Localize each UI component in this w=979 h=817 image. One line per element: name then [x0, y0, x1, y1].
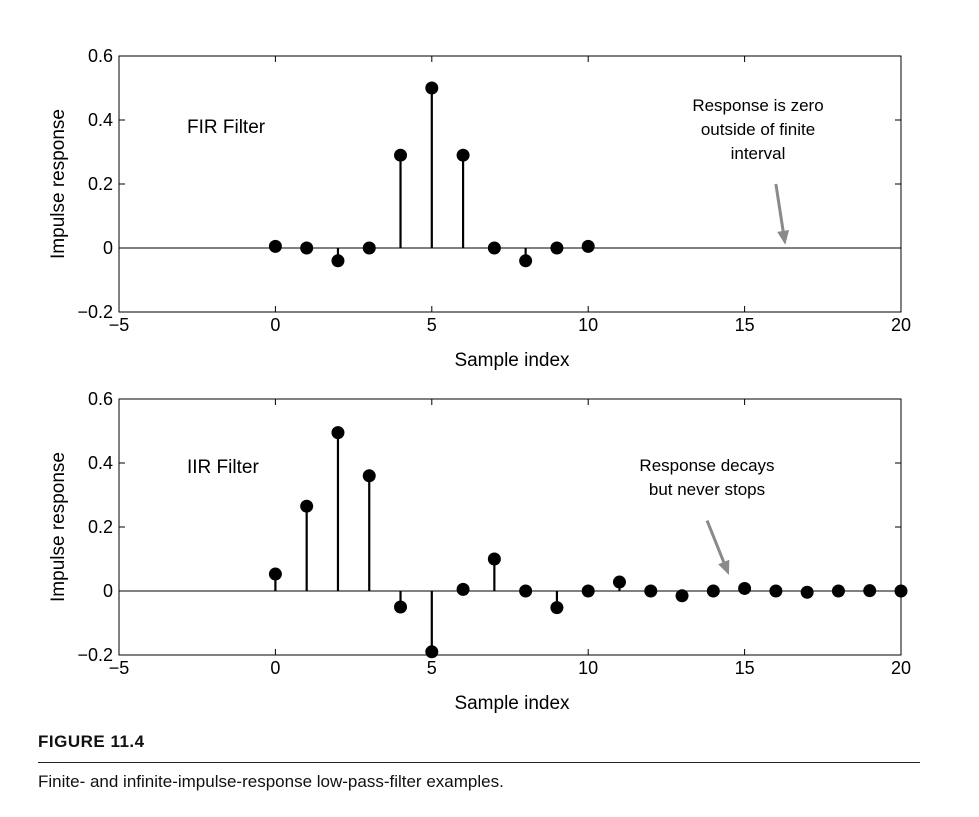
panel1-x-tick-label: 0	[270, 315, 280, 335]
panel2-x-tick-label: 20	[891, 658, 911, 678]
panel2-stem-marker	[362, 469, 376, 483]
panel2-stem-marker	[894, 584, 908, 598]
panel1-x-tick-label: 15	[735, 315, 755, 335]
panel2-x-tick-label: −5	[109, 658, 130, 678]
panel2-stem-marker	[550, 601, 564, 615]
panel1-stem-marker	[456, 148, 470, 162]
panel2-stem-marker	[675, 589, 689, 603]
panel2-x-tick-label: 10	[578, 658, 598, 678]
panel1-x-tick-label: 10	[578, 315, 598, 335]
panel2-stem-marker	[800, 585, 814, 599]
panel2-stem-marker	[644, 584, 658, 598]
panel2-stem-marker	[456, 582, 470, 596]
panel2-y-tick-label: 0.6	[88, 389, 113, 409]
panel1-x-tick-label: 5	[427, 315, 437, 335]
panel2-stem-marker	[863, 584, 877, 598]
panel2-y-axis-label: Impulse response	[48, 452, 69, 602]
panel1-annotation-line: Response is zero	[692, 96, 823, 115]
panel2-stem-marker	[769, 584, 783, 598]
panel1-stem-marker	[394, 148, 408, 162]
panel1-stem-marker	[300, 241, 314, 255]
panel1-y-tick-label: 0	[103, 238, 113, 258]
panel1-stem-marker	[268, 239, 282, 253]
panel1-annotation-arrow	[774, 183, 785, 232]
panel2-x-tick-label: 0	[270, 658, 280, 678]
figure-plots: −5 0 5 10 15 20 −0.2 0 0.2 0.4 0.6 Sample index Impu…	[48, 46, 911, 714]
panel1-stem-marker	[362, 241, 376, 255]
panel1-annotation-line: interval	[731, 144, 786, 163]
panel1-y-tick-label: 0.2	[88, 174, 113, 194]
panel2-annotation-arrow	[705, 520, 726, 563]
panel1-stem-marker	[581, 239, 595, 253]
panel2-stem-marker	[581, 584, 595, 598]
figure-divider	[38, 762, 920, 763]
panel1-y-tick-label: −0.2	[77, 302, 113, 322]
panel2-stem-marker	[268, 567, 282, 581]
panel2-stem-marker	[706, 584, 720, 598]
panel2-stem-marker	[425, 645, 439, 659]
panel1-annotation-arrow-head	[777, 230, 790, 245]
panel1-annotation-line: outside of finite	[701, 120, 815, 139]
panel2-stem-marker	[738, 581, 752, 595]
panel2-stem-marker	[519, 584, 533, 598]
panel1-title: FIR Filter	[187, 117, 266, 138]
panel2-title: IIR Filter	[187, 457, 259, 478]
panel2-stem-marker	[300, 499, 314, 513]
panel2-annotation-arrow-head	[718, 559, 730, 575]
figure-number: FIGURE 11.4	[38, 732, 145, 751]
panel2-stem-marker	[487, 552, 501, 566]
panel1-stem-marker	[425, 81, 439, 95]
panel1-y-tick-label: 0.6	[88, 46, 113, 66]
panel1-x-tick-label: 20	[891, 315, 911, 335]
panel2-y-tick-label: −0.2	[77, 645, 113, 665]
panel2-stem-marker	[612, 575, 626, 589]
panel2-y-tick-label: 0	[103, 581, 113, 601]
panel2-stem-marker	[331, 426, 345, 440]
figure-caption: Finite- and infinite-impulse-response lo…	[38, 772, 504, 791]
panel2-x-axis-label: Sample index	[454, 693, 570, 714]
panel2-y-tick-label: 0.2	[88, 517, 113, 537]
panel2-annotation-line: but never stops	[649, 480, 765, 499]
panel1-stem-marker	[331, 254, 345, 268]
panel2-x-tick-label: 5	[427, 658, 437, 678]
panel1-y-axis-label: Impulse response	[48, 109, 69, 259]
panel2-y-tick-label: 0.4	[88, 453, 113, 473]
panel1-stem-marker	[487, 241, 501, 255]
panel1-y-tick-label: 0.4	[88, 110, 113, 130]
panel1-stem-marker	[519, 254, 533, 268]
panel1-x-tick-label: −5	[109, 315, 130, 335]
panel1-stem-marker	[550, 241, 564, 255]
panel1-x-axis-label: Sample index	[454, 350, 570, 371]
panel2-plot-frame	[118, 398, 902, 656]
panel2-stem-marker	[394, 600, 408, 614]
panel2-annotation-line: Response decays	[639, 456, 774, 475]
panel2-stem-marker	[831, 584, 845, 598]
panel1-plot-frame	[118, 55, 902, 313]
panel2-x-tick-label: 15	[735, 658, 755, 678]
